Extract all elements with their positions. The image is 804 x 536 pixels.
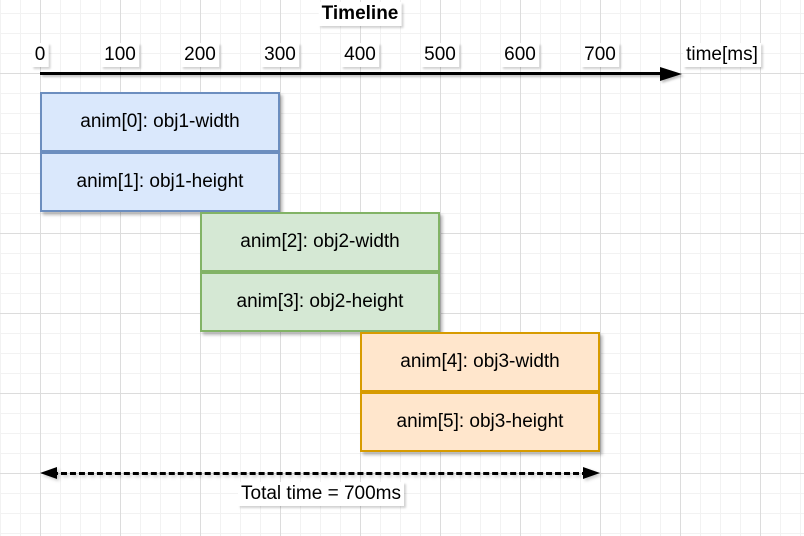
anim-bar-4[interactable]: anim[4]: obj3-width bbox=[360, 332, 600, 392]
tick-label-0: 0 bbox=[31, 43, 49, 67]
time-unit-label: time[ms] bbox=[683, 43, 761, 67]
total-time-label: Total time = 700ms bbox=[238, 482, 404, 506]
arrowhead-left-icon bbox=[40, 467, 57, 479]
time-axis-line bbox=[40, 72, 662, 75]
time-axis-arrowhead-icon bbox=[660, 66, 682, 81]
arrowhead-right-icon bbox=[583, 467, 600, 479]
anim-bar-3[interactable]: anim[3]: obj2-height bbox=[200, 272, 440, 332]
total-time-arrow bbox=[40, 466, 600, 480]
tick-label-200: 200 bbox=[181, 43, 219, 67]
anim-bar-2[interactable]: anim[2]: obj2-width bbox=[200, 212, 440, 272]
tick-label-400: 400 bbox=[341, 43, 379, 67]
tick-label-300: 300 bbox=[261, 43, 299, 67]
anim-bar-0[interactable]: anim[0]: obj1-width bbox=[40, 92, 280, 152]
anim-bar-1[interactable]: anim[1]: obj1-height bbox=[40, 152, 280, 212]
tick-label-500: 500 bbox=[421, 43, 459, 67]
dashed-line bbox=[52, 471, 588, 475]
diagram-title: Timeline bbox=[318, 2, 402, 26]
tick-label-100: 100 bbox=[101, 43, 139, 67]
tick-label-700: 700 bbox=[581, 43, 619, 67]
tick-label-600: 600 bbox=[501, 43, 539, 67]
anim-bar-5[interactable]: anim[5]: obj3-height bbox=[360, 392, 600, 452]
